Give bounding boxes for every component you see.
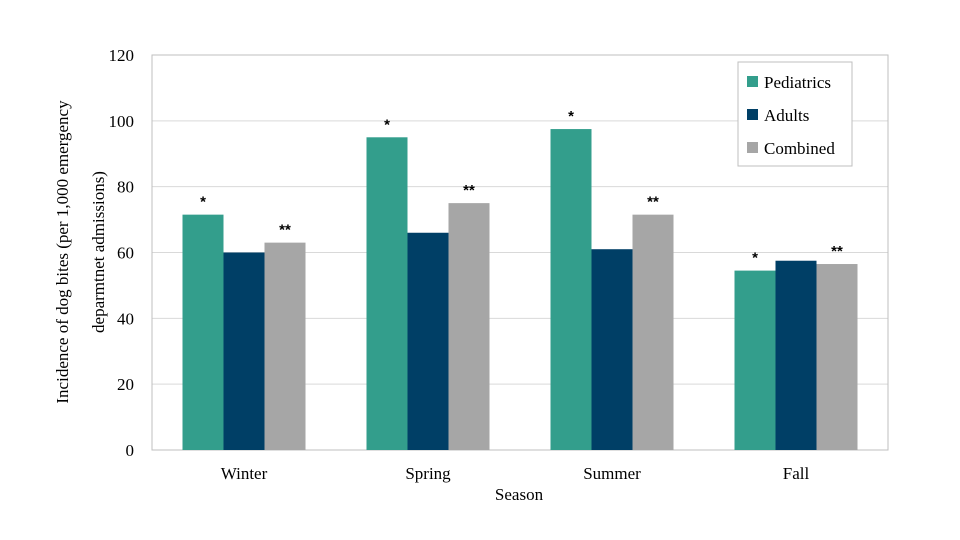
bar-combined-summer xyxy=(632,214,674,450)
bar-combined-winter xyxy=(264,242,306,450)
y-tick-label-40: 40 xyxy=(117,309,134,328)
significance-marker-pediatrics-spring: * xyxy=(384,116,390,133)
bar-pediatrics-spring xyxy=(366,137,408,450)
y-tick-label-100: 100 xyxy=(109,112,135,131)
significance-marker-combined-summer: ** xyxy=(647,194,659,211)
significance-marker-combined-winter: ** xyxy=(279,222,291,239)
significance-marker-pediatrics-winter: * xyxy=(200,194,206,211)
legend-items: Pediatrics Adults Combined xyxy=(747,73,835,158)
x-tick-labels: Winter Spring Summer Fall xyxy=(221,464,810,483)
plot-border xyxy=(151,54,889,451)
significance-marker-pediatrics-fall: * xyxy=(752,250,758,267)
bar-combined-fall xyxy=(816,264,858,450)
x-tick-label-winter: Winter xyxy=(221,464,268,483)
y-tick-labels: 0 20 40 60 80 100 120 xyxy=(109,46,135,460)
bar-adults-winter xyxy=(223,252,265,450)
legend: Pediatrics Adults Combined xyxy=(737,61,853,167)
legend-swatch-pediatrics xyxy=(747,76,758,87)
y-tick-label-60: 60 xyxy=(117,244,134,263)
bars-layer xyxy=(182,129,858,450)
bar-combined-spring xyxy=(448,203,490,450)
bar-adults-spring xyxy=(407,232,449,450)
bar-adults-fall xyxy=(775,260,817,450)
legend-label-adults: Adults xyxy=(764,106,809,125)
x-tick-label-summer: Summer xyxy=(583,464,641,483)
legend-swatch-adults xyxy=(747,109,758,120)
significance-marker-combined-fall: ** xyxy=(831,243,843,260)
bar-pediatrics-fall xyxy=(734,270,776,450)
y-tick-label-80: 80 xyxy=(117,178,134,197)
significance-marker-combined-spring: ** xyxy=(463,182,475,199)
bar-pediatrics-winter xyxy=(182,214,224,450)
legend-label-combined: Combined xyxy=(764,139,835,158)
x-tick-label-fall: Fall xyxy=(783,464,810,483)
y-tick-label-120: 120 xyxy=(109,46,135,65)
legend-label-pediatrics: Pediatrics xyxy=(764,73,831,92)
bar-adults-summer xyxy=(591,249,633,450)
y-tick-label-0: 0 xyxy=(126,441,135,460)
x-axis-title: Season xyxy=(495,485,544,504)
y-axis-title-line-1: Incidence of dog bites (per 1,000 emerge… xyxy=(53,100,72,404)
x-tick-label-spring: Spring xyxy=(405,464,451,483)
y-tick-label-20: 20 xyxy=(117,375,134,394)
bar-pediatrics-summer xyxy=(550,129,592,450)
y-axis-title-line-2: deparmtnet admissions) xyxy=(89,171,108,333)
annotation-layer: ********** ** xyxy=(200,108,843,267)
significance-marker-pediatrics-summer: * xyxy=(568,108,574,125)
legend-swatch-combined xyxy=(747,142,758,153)
